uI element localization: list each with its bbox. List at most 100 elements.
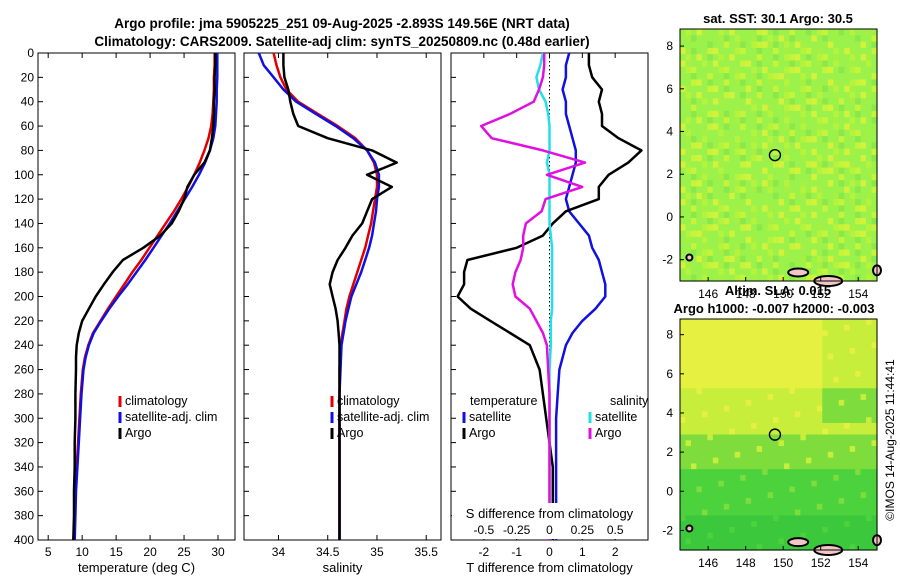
map-cell (762, 463, 769, 470)
map-cell (811, 480, 818, 488)
map-cell (712, 211, 719, 219)
map-cell (751, 532, 758, 540)
map-cell (844, 123, 851, 131)
map-cell (800, 388, 807, 395)
map-cell (707, 199, 714, 206)
map-cell (734, 503, 741, 511)
map-cell (745, 98, 752, 106)
map-cell (762, 359, 769, 366)
map-cell (860, 526, 867, 534)
map-cell (680, 161, 687, 169)
map-cell (811, 336, 818, 343)
map-cell (800, 457, 807, 464)
map-cell (778, 538, 785, 545)
map-cell (767, 417, 774, 424)
map-cell (833, 199, 840, 206)
map-cell (745, 110, 752, 118)
map-cell (734, 54, 741, 62)
map-cell (723, 422, 730, 430)
map-cell (794, 161, 801, 169)
map-cell (690, 405, 698, 413)
map-cell (811, 236, 818, 244)
map-cell (805, 136, 812, 143)
map-cell (773, 480, 780, 488)
map-cell (827, 142, 834, 150)
map-cell (866, 446, 873, 453)
map-cell (701, 85, 708, 93)
map-cell (756, 492, 763, 499)
sdiff-argo-line (479, 53, 587, 540)
map-cell (773, 243, 780, 251)
map-cell (783, 142, 791, 150)
map-cell (773, 60, 780, 68)
map-cell (833, 463, 840, 470)
map-cell (718, 382, 725, 389)
map-cell (745, 353, 752, 361)
map-cell (680, 218, 687, 225)
map-cell (696, 218, 703, 225)
map-cell (800, 142, 807, 150)
map-cell (756, 342, 763, 349)
map-cell (833, 509, 840, 516)
map-cell (794, 405, 801, 413)
map-cell (712, 336, 719, 343)
map-cell (844, 173, 851, 181)
map-cell (723, 268, 730, 276)
map-cell (860, 268, 867, 276)
map-cell (723, 411, 730, 418)
map-cell (871, 180, 878, 188)
map-cell (773, 262, 780, 269)
map-cell (690, 399, 698, 407)
map-cell (751, 515, 758, 522)
map-cell (838, 262, 845, 269)
map-cell (734, 446, 741, 453)
map-cell (756, 79, 763, 87)
map-cell (696, 486, 703, 493)
map-cell (778, 29, 785, 36)
map-cell (866, 155, 873, 162)
map-cell (805, 60, 812, 68)
map-cell (844, 129, 851, 137)
map-cell (696, 173, 703, 181)
map-y-tick-label: 0 (666, 210, 673, 224)
map-cell (701, 492, 708, 499)
map-cell (723, 199, 730, 206)
map-cell (838, 428, 845, 436)
map-cell (762, 417, 769, 424)
map-cell (866, 376, 873, 384)
map-cell (844, 117, 851, 125)
map-cell (723, 167, 730, 175)
map-cell (871, 173, 878, 181)
map-cell (783, 205, 791, 213)
map-cell (849, 382, 856, 389)
map-cell (838, 41, 845, 49)
map-cell (816, 180, 823, 188)
coast-island (787, 267, 810, 278)
map-cell (794, 486, 801, 493)
map-cell (680, 136, 687, 143)
map-cell (773, 359, 780, 366)
map-cell (685, 388, 692, 395)
map-cell (822, 492, 829, 499)
map-cell (838, 243, 845, 251)
map-cell (871, 236, 878, 244)
map-cell (822, 347, 829, 355)
map-cell (762, 324, 769, 332)
map-cell (849, 434, 856, 441)
map-cell (723, 161, 730, 169)
map-cell (745, 319, 752, 326)
map-cell (734, 521, 741, 528)
map-cell (849, 167, 856, 175)
map-cell (794, 417, 801, 424)
map-cell (860, 521, 867, 528)
map-cell (844, 365, 851, 372)
map-cell (838, 532, 845, 540)
map-cell (756, 486, 763, 493)
temperature-tick-label: 15 (109, 545, 123, 559)
map-cell (866, 47, 873, 55)
map-cell (723, 526, 730, 534)
map-cell (855, 268, 862, 276)
map-cell (816, 129, 823, 137)
map-cell (838, 249, 845, 257)
map-cell (690, 255, 698, 263)
